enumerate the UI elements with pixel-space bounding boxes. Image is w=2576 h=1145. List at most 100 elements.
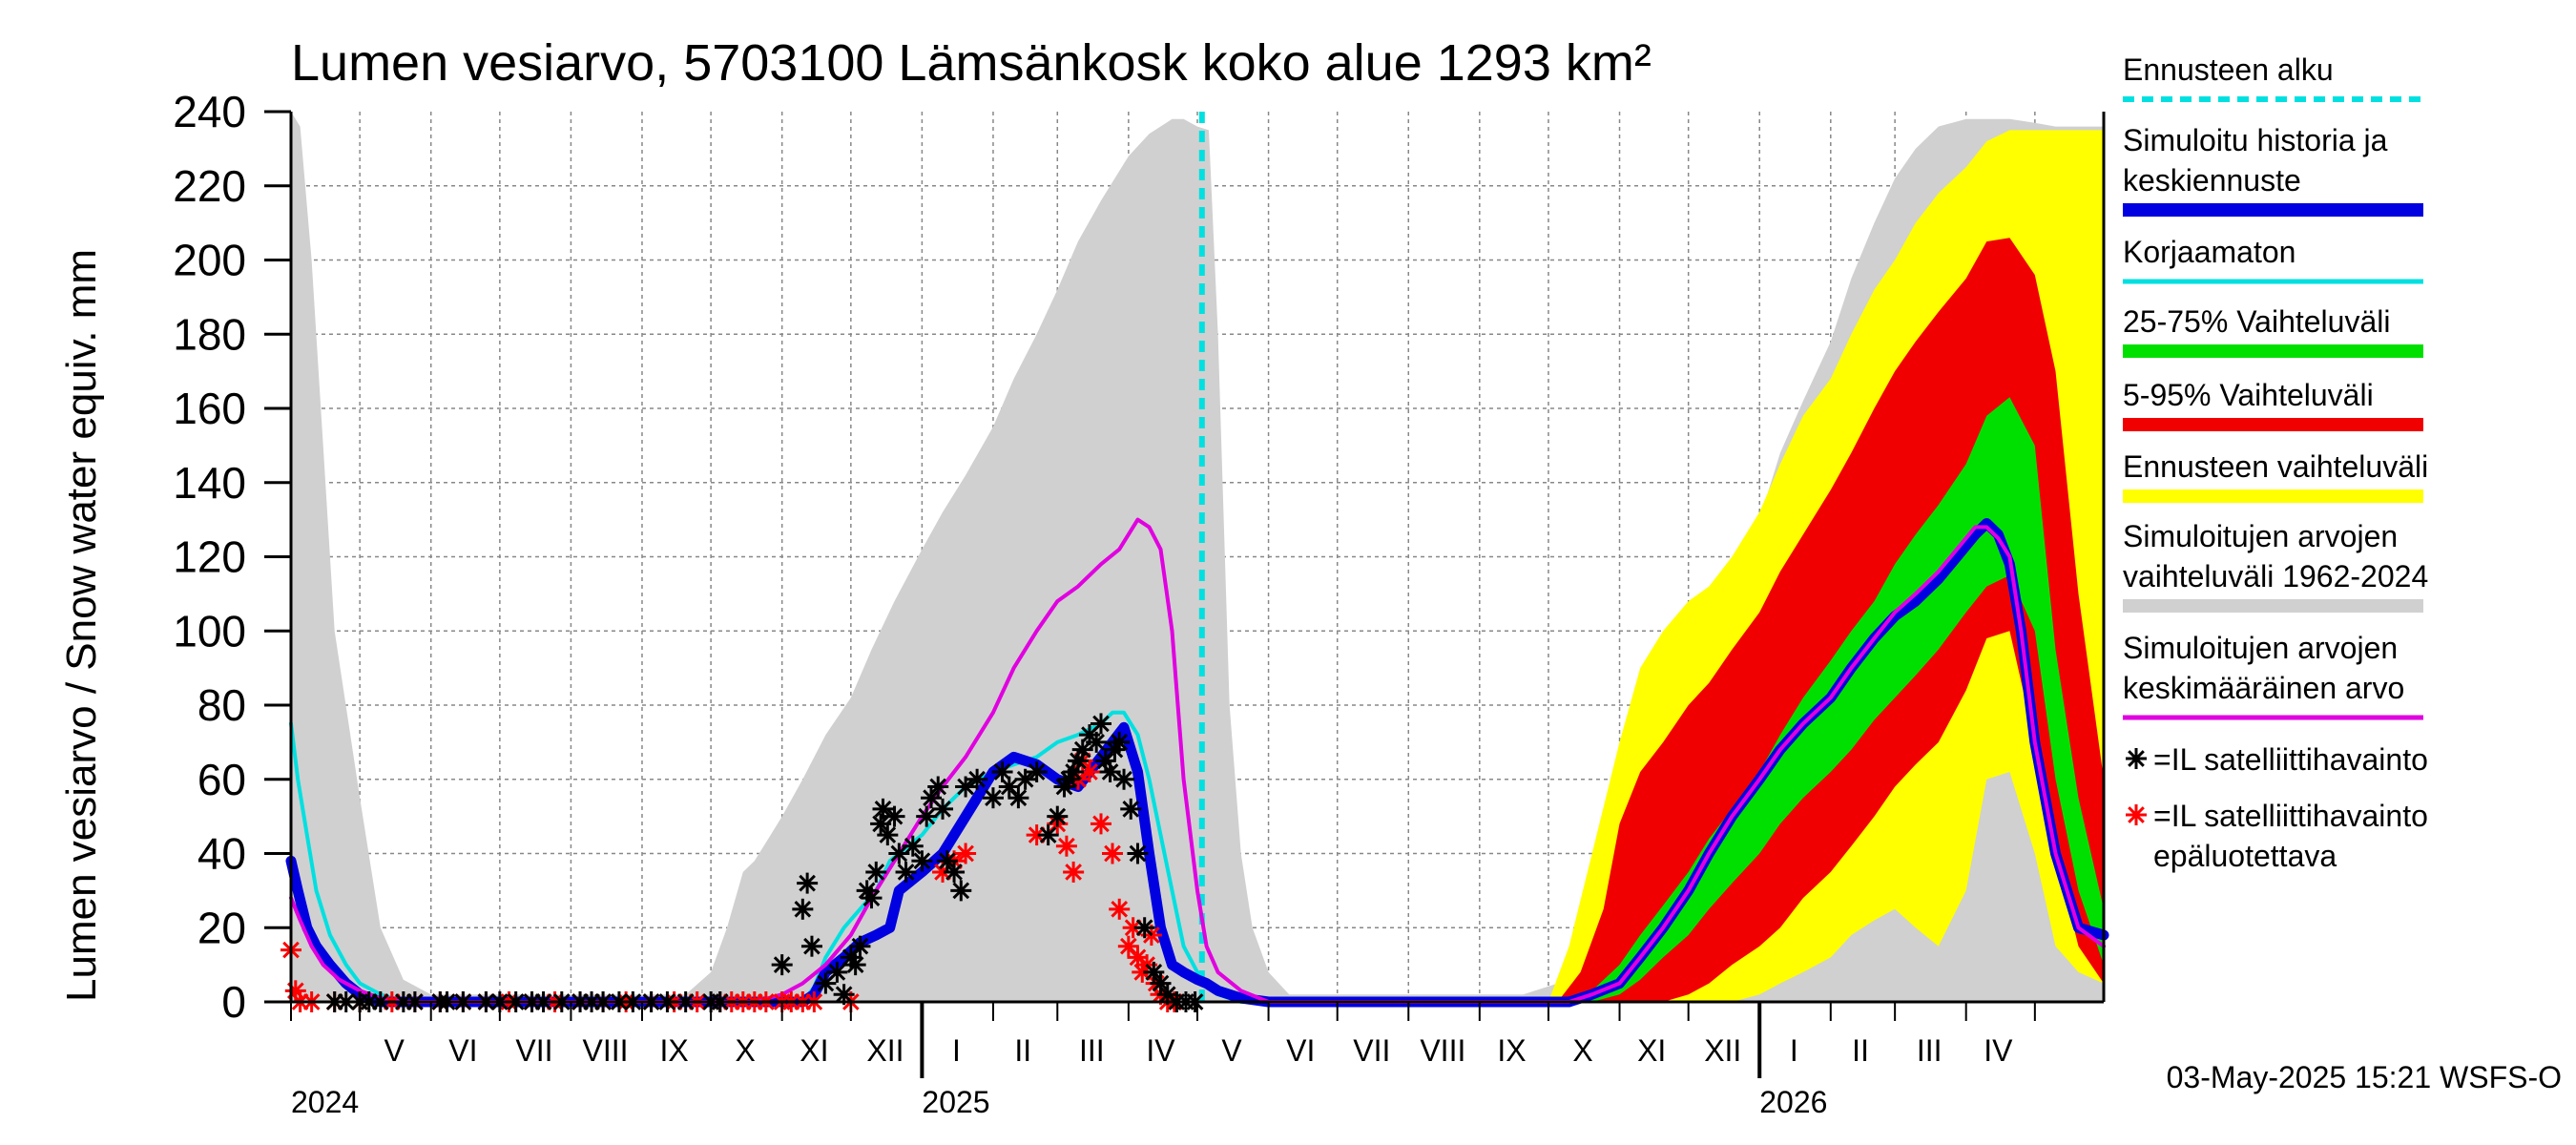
- sat_obs-marker: [927, 776, 949, 798]
- sat_obs-marker: [944, 861, 966, 883]
- legend-label: Ennusteen alku: [2123, 52, 2334, 87]
- legend-item: Ennusteen alku: [2123, 52, 2423, 102]
- sat_obs-marker: [792, 898, 814, 920]
- sat_unrel-marker: [1090, 813, 1111, 835]
- legend: Ennusteen alku Simuloitu historia ja keski…: [2123, 52, 2428, 873]
- y-tick-label: 140: [173, 458, 246, 508]
- y-axis-ticks: 0 20 40 60 80 100 120 140 160 180 200 220 240: [173, 87, 291, 1027]
- star-stroke: [867, 864, 885, 881]
- sat_unrel-marker: [1109, 898, 1131, 920]
- legend-label: Simuloitujen arvojen vaihteluväli 1962-20…: [2123, 519, 2428, 593]
- star-stroke: [1058, 837, 1075, 855]
- y-axis-label: Lumen vesiarvo / Snow water equiv. mm: [58, 249, 105, 1002]
- star-stroke: [1039, 826, 1057, 843]
- star-stroke: [1009, 789, 1028, 807]
- star-stroke: [1111, 734, 1129, 751]
- star-stroke: [913, 852, 931, 870]
- star-stroke: [985, 789, 1002, 807]
- star-stroke: [1092, 815, 1110, 833]
- sat_obs-marker: [1133, 917, 1155, 939]
- legend-label: Korjaamaton: [2123, 235, 2296, 269]
- star-stroke: [1115, 770, 1132, 788]
- month-label: XI: [800, 1033, 828, 1068]
- y-tick-label: 80: [197, 680, 246, 730]
- star-stroke: [1129, 844, 1147, 863]
- month-label: VI: [448, 1033, 477, 1068]
- legend-item: Ennusteen vaihteluväli: [2123, 449, 2428, 503]
- sat_obs-marker: [1143, 961, 1165, 983]
- star-stroke: [897, 864, 915, 881]
- star-stroke: [1028, 763, 1046, 781]
- star-stroke: [1073, 740, 1091, 759]
- month-label: IX: [1497, 1033, 1526, 1068]
- star-stroke: [1120, 937, 1137, 955]
- legend-label: =IL satelliittihavainto: [2153, 742, 2428, 777]
- sat_obs-marker: [800, 935, 822, 957]
- star-stroke: [828, 964, 846, 981]
- sat_obs-marker: [883, 805, 905, 827]
- hist_range-band: [291, 112, 2104, 1002]
- y-tick-label: 220: [173, 161, 246, 211]
- sat_obs-marker: [932, 798, 954, 820]
- month-label: II: [1014, 1033, 1031, 1068]
- legend-label: 5-95% Vaihteluväli: [2123, 378, 2374, 412]
- sat_obs-marker: [877, 824, 899, 846]
- star-stroke: [773, 956, 791, 973]
- star-stroke: [858, 882, 876, 900]
- y-tick-label: 60: [197, 755, 246, 804]
- sat_obs-marker: [797, 872, 819, 894]
- sat_obs-marker: [1008, 787, 1029, 809]
- star-stroke: [872, 815, 889, 833]
- sat_obs-marker: [861, 887, 883, 909]
- star-stroke: [1135, 919, 1153, 937]
- star-stroke: [1049, 807, 1067, 825]
- legend-item: =IL satelliittihavainto epäluotettava: [2126, 799, 2428, 873]
- star-stroke: [890, 844, 908, 863]
- p5_95-band: [1557, 238, 2104, 1002]
- star-stroke: [851, 937, 869, 955]
- year-label: 2025: [922, 1085, 989, 1119]
- star-stroke: [1016, 770, 1034, 788]
- sat_obs-marker: [921, 787, 943, 809]
- legend-item: 5-95% Vaihteluväli: [2123, 378, 2423, 431]
- x-axis-ticks: V VI VII VIII IX X XI XII I II III IV V VI VII VIII IX X X…: [290, 1002, 2036, 1119]
- sat_obs-marker: [982, 787, 1004, 809]
- star-stroke: [846, 956, 864, 973]
- legend-item: Simuloitujen arvojen vaihteluväli 1962-20…: [2123, 519, 2428, 613]
- month-label: XII: [866, 1033, 904, 1068]
- star-stroke: [1129, 948, 1147, 967]
- star-stroke: [939, 852, 956, 870]
- star-stroke: [1104, 844, 1121, 863]
- sat_obs-marker: [902, 835, 924, 857]
- star-stroke: [835, 986, 853, 1004]
- legend-label: Simuloitu historia ja keskiennuste: [2123, 123, 2388, 198]
- month-label: I: [952, 1033, 961, 1068]
- star-stroke: [929, 778, 947, 796]
- month-label: III: [1917, 1033, 1942, 1068]
- y-tick-label: 20: [197, 903, 246, 952]
- star-stroke: [874, 801, 892, 818]
- sat_obs-marker: [872, 798, 894, 820]
- star-stroke: [904, 837, 922, 855]
- star-stroke: [879, 826, 897, 843]
- month-label: VIII: [1420, 1033, 1465, 1068]
- month-label: V: [384, 1033, 405, 1068]
- sat_obs-marker: [895, 861, 917, 883]
- star-stroke: [1092, 715, 1110, 733]
- sat_obs-marker: [815, 972, 837, 994]
- sat_unrel-marker: [955, 843, 977, 864]
- star-stroke: [1111, 900, 1129, 918]
- y-tick-label: 200: [173, 236, 246, 285]
- star-stroke: [1158, 986, 1176, 1004]
- month-label: VII: [1353, 1033, 1390, 1068]
- month-label: I: [1790, 1033, 1798, 1068]
- sat_obs-marker: [844, 954, 866, 976]
- star-stroke: [1000, 778, 1018, 796]
- month-label: VIII: [582, 1033, 628, 1068]
- star-stroke: [957, 844, 974, 863]
- y-tick-label: 120: [173, 532, 246, 582]
- month-label: XII: [1704, 1033, 1741, 1068]
- sat_obs-marker: [1109, 731, 1131, 753]
- star-stroke: [918, 807, 936, 825]
- y-tick-label: 180: [173, 309, 246, 359]
